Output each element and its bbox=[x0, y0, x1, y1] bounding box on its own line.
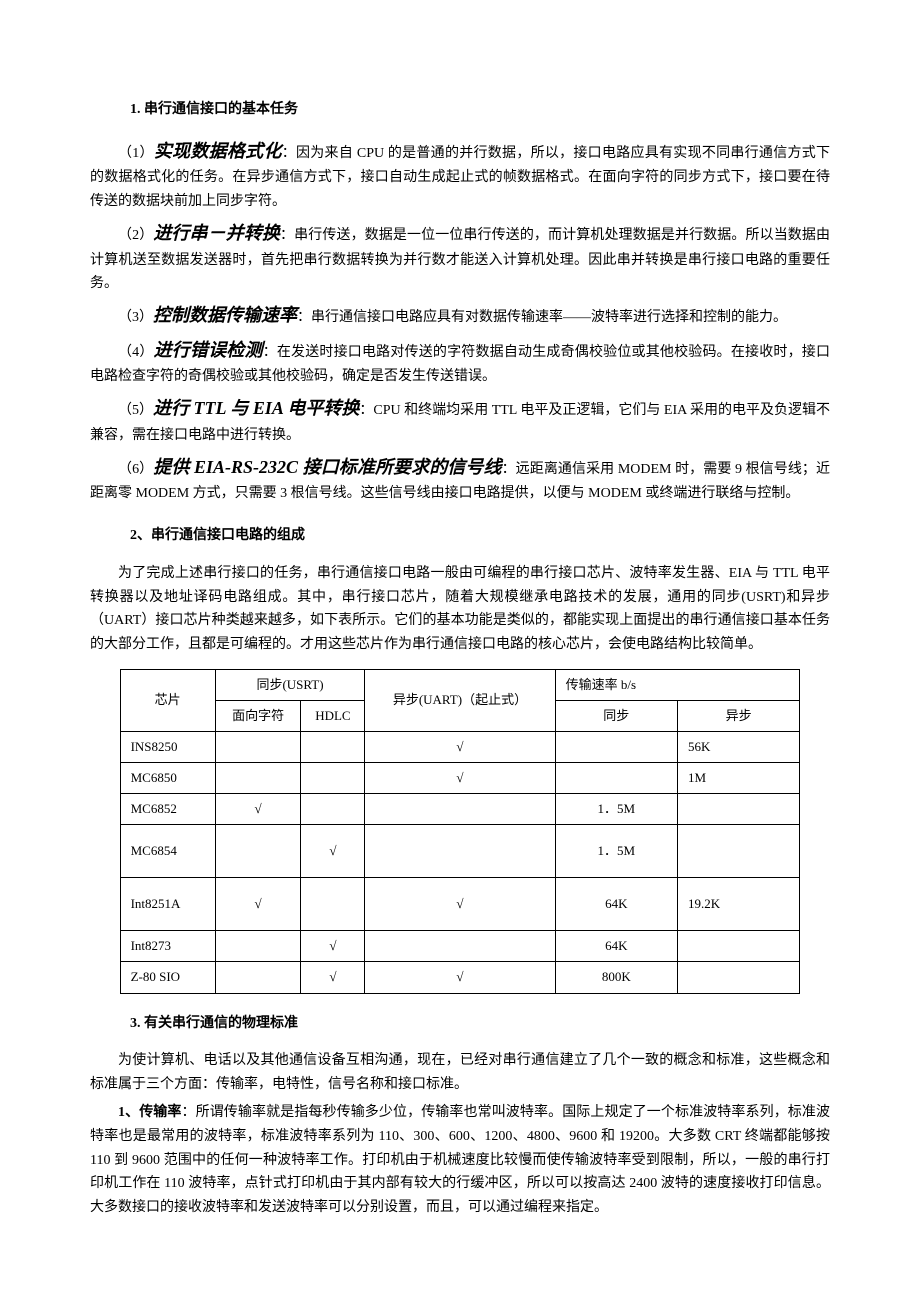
item-3-num: （3） bbox=[118, 310, 153, 325]
item-5: （5）进行 TTL 与 EIA 电平转换：CPU 和终端均采用 TTL 电平及正… bbox=[90, 393, 830, 447]
section-2-para: 为了完成上述串行接口的任务，串行通信接口电路一般由可编程的串行接口芯片、波特率发… bbox=[90, 562, 830, 657]
item-2: （2）进行串－并转换：串行传送，数据是一位一位串行传送的，而计算机处理数据是并行… bbox=[90, 218, 830, 296]
table-row: MC6854√1．5M bbox=[120, 825, 800, 878]
table-row: Int8251A√√64K19.2K bbox=[120, 878, 800, 931]
sub-1-body: ：所谓传输率就是指每秒传输多少位，传输率也常叫波特率。国际上规定了一个标准波特率… bbox=[90, 1105, 830, 1215]
section-1-heading: 1. 串行通信接口的基本任务 bbox=[130, 98, 830, 122]
item-2-title: 进行串－并转换 bbox=[153, 223, 280, 243]
item-1: （1）实现数据格式化：因为来自 CPU 的是普通的并行数据，所以，接口电路应具有… bbox=[90, 136, 830, 214]
th-rate-sync: 同步 bbox=[555, 701, 677, 732]
table-row: Z-80 SIO√√800K bbox=[120, 962, 800, 993]
sub-1-label: 1、传输率 bbox=[118, 1105, 182, 1120]
item-1-num: （1） bbox=[118, 146, 154, 161]
item-5-num: （5） bbox=[118, 403, 153, 418]
item-4-title: 进行错误检测 bbox=[154, 340, 263, 360]
item-6: （6）提供 EIA-RS-232C 接口标准所要求的信号线：远距离通信采用 MO… bbox=[90, 452, 830, 506]
th-usrt: 同步(USRT) bbox=[215, 669, 365, 700]
table-row: INS8250√56K bbox=[120, 732, 800, 763]
section-2-heading: 2、串行通信接口电路的组成 bbox=[130, 524, 830, 548]
th-uart: 异步(UART)（起止式） bbox=[365, 669, 555, 731]
item-6-num: （6） bbox=[118, 462, 153, 477]
th-chip: 芯片 bbox=[120, 669, 215, 731]
th-usrt-hdlc: HDLC bbox=[301, 701, 365, 732]
item-3-title: 控制数据传输速率 bbox=[153, 305, 297, 325]
th-rate: 传输速率 b/s bbox=[555, 669, 800, 700]
table-row: Int8273√64K bbox=[120, 931, 800, 962]
section-3-sub: 1、传输率：所谓传输率就是指每秒传输多少位，传输率也常叫波特率。国际上规定了一个… bbox=[90, 1101, 830, 1220]
th-rate-async: 异步 bbox=[677, 701, 799, 732]
table-row: MC6852√1．5M bbox=[120, 794, 800, 825]
section-3-para: 为使计算机、电话以及其他通信设备互相沟通，现在，已经对串行通信建立了几个一致的概… bbox=[90, 1049, 830, 1097]
item-6-title: 提供 EIA-RS-232C 接口标准所要求的信号线 bbox=[153, 457, 501, 477]
chip-table: 芯片 同步(USRT) 异步(UART)（起止式） 传输速率 b/s 面向字符 … bbox=[120, 669, 801, 994]
item-2-num: （2） bbox=[118, 228, 153, 243]
section-3-heading: 3. 有关串行通信的物理标准 bbox=[130, 1012, 830, 1036]
item-3: （3）控制数据传输速率：串行通信接口电路应具有对数据传输速率——波特率进行选择和… bbox=[90, 300, 830, 331]
item-4: （4）进行错误检测：在发送时接口电路对传送的字符数据自动生成奇偶校验位或其他校验… bbox=[90, 335, 830, 389]
table-row: MC6850√1M bbox=[120, 763, 800, 794]
th-usrt-char: 面向字符 bbox=[215, 701, 301, 732]
item-1-title: 实现数据格式化 bbox=[154, 141, 282, 161]
item-4-num: （4） bbox=[118, 345, 154, 360]
item-3-body: ：串行通信接口电路应具有对数据传输速率——波特率进行选择和控制的能力。 bbox=[297, 310, 787, 325]
item-5-title: 进行 TTL 与 EIA 电平转换 bbox=[153, 398, 359, 418]
